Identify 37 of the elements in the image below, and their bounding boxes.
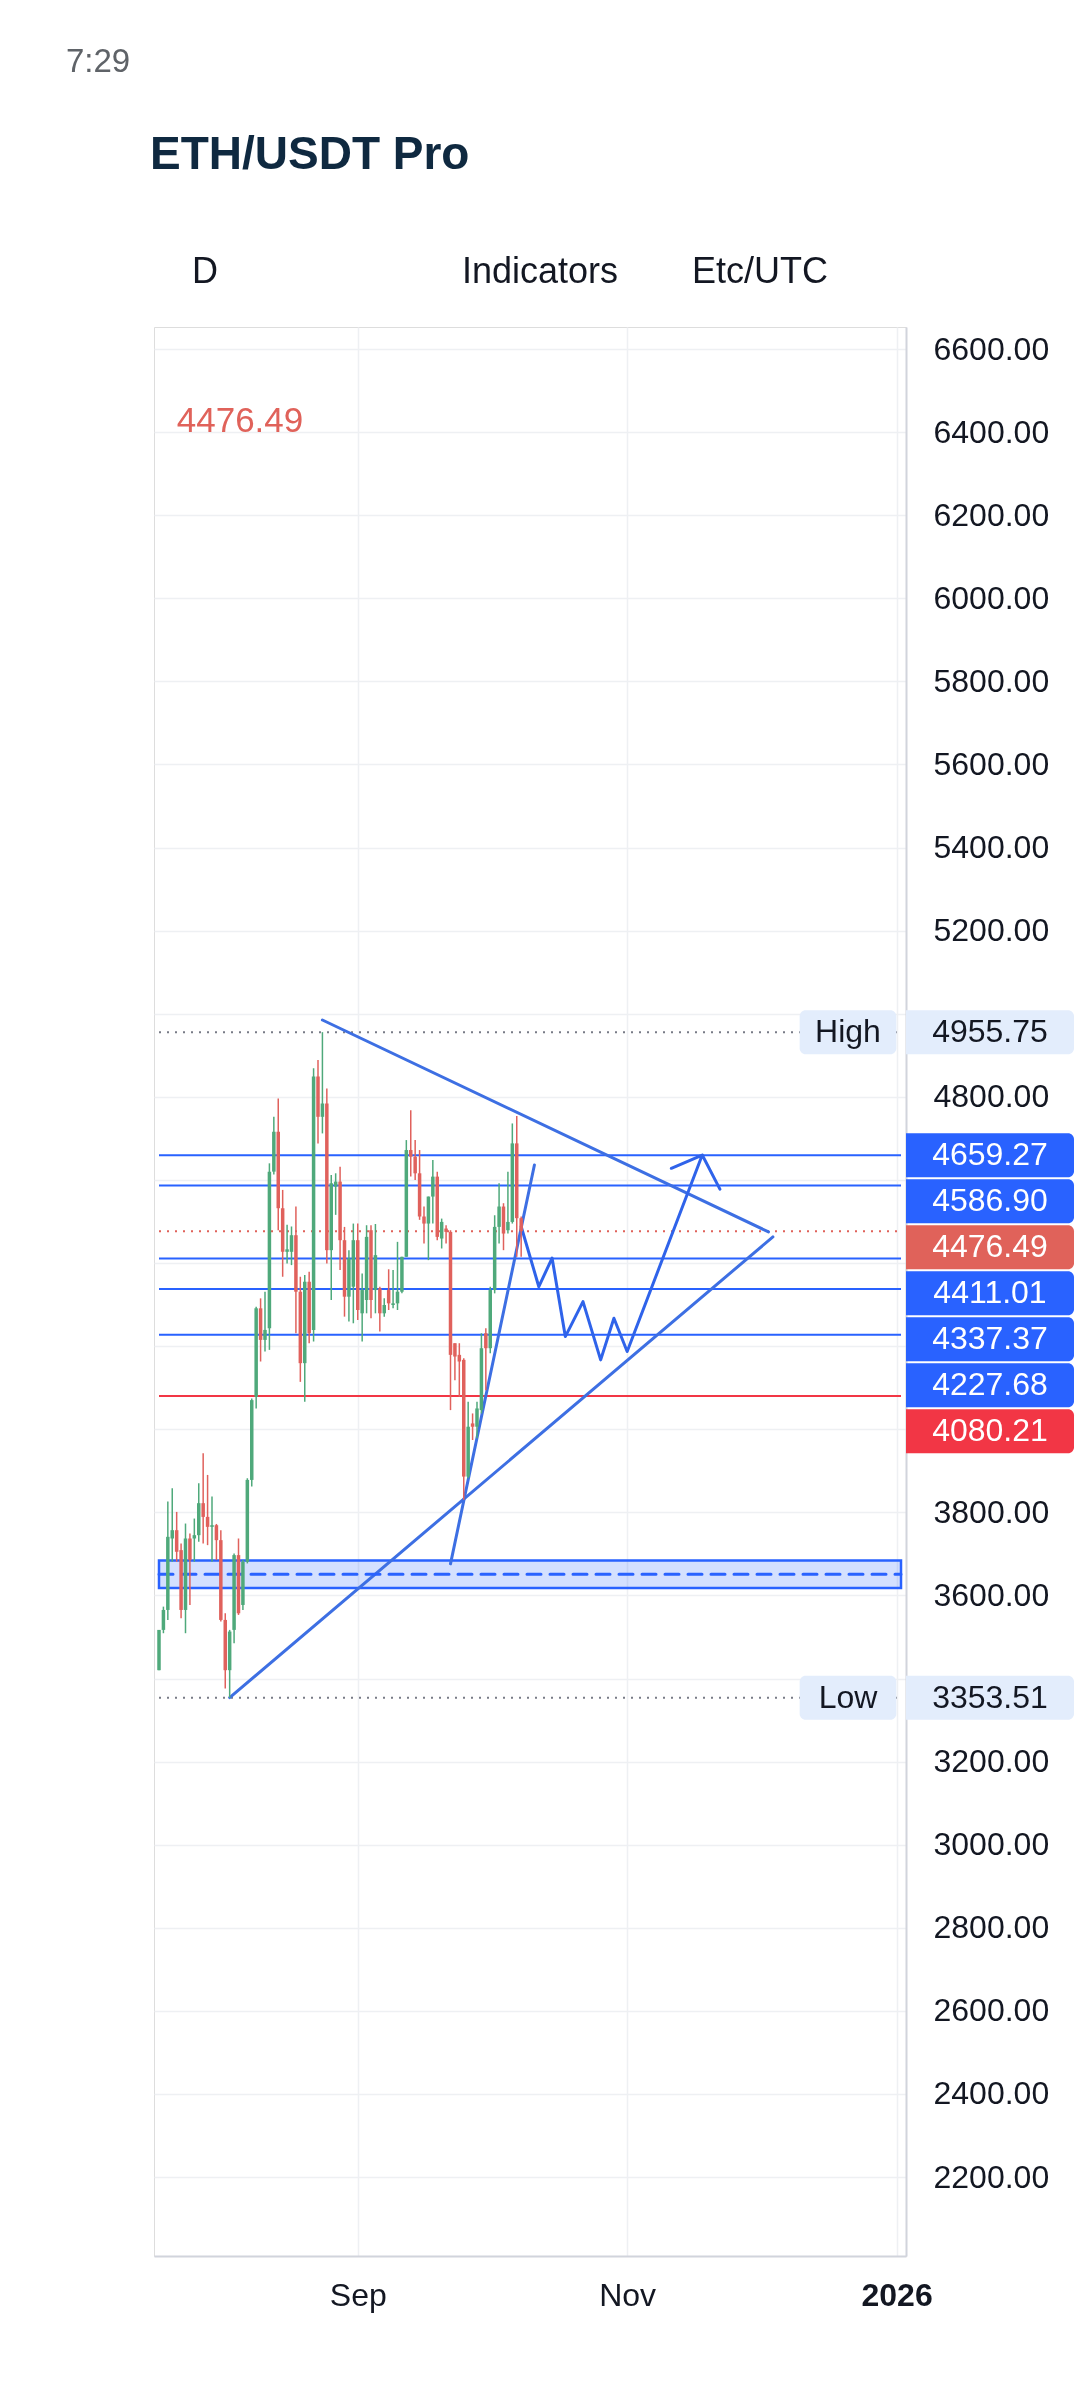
ref-line-label: 4955.75 <box>932 1013 1048 1050</box>
y-tick-label: 6600.00 <box>933 330 1050 367</box>
ref-line-label: 3353.51 <box>932 1678 1048 1715</box>
y-tick-label: 6000.00 <box>933 579 1050 616</box>
x-tick-label: 2026 <box>861 2276 933 2313</box>
text: Etc/UTC <box>692 250 829 291</box>
y-tick-label: 2800.00 <box>933 1909 1050 1946</box>
y-tick-label: 3800.00 <box>933 1493 1050 1530</box>
ref-line-label: 4659.27 <box>932 1136 1048 1173</box>
y-tick-label: 5200.00 <box>933 912 1050 949</box>
ref-line-label: 4476.49 <box>932 1228 1048 1265</box>
chart-title: ETH/USDT Pro <box>150 127 470 179</box>
y-tick-label: 2200.00 <box>933 2158 1050 2195</box>
y-tick-label: 4800.00 <box>933 1078 1050 1115</box>
y-tick-label: 3000.00 <box>933 1826 1050 1863</box>
text: 7:29 <box>66 42 131 79</box>
ref-line-label: 4080.21 <box>932 1412 1048 1449</box>
text: D <box>192 250 218 291</box>
x-tick-label: Sep <box>329 2276 387 2313</box>
annotation: 4476.49 <box>176 400 304 439</box>
annotation: High <box>815 1013 881 1050</box>
ref-line-label: 4227.68 <box>932 1366 1048 1403</box>
x-tick-label: Nov <box>599 2276 657 2313</box>
y-tick-label: 6200.00 <box>933 496 1050 533</box>
y-tick-label: 3200.00 <box>933 1743 1050 1780</box>
y-tick-label: 5400.00 <box>933 829 1050 866</box>
annotation: Low <box>818 1678 879 1715</box>
y-tick-label: 2600.00 <box>933 1992 1050 2029</box>
y-tick-label: 5800.00 <box>933 662 1050 699</box>
text: Indicators <box>462 250 619 291</box>
y-tick-label: 2400.00 <box>933 2075 1050 2112</box>
ref-line-label: 4411.01 <box>933 1274 1047 1311</box>
y-tick-label: 5600.00 <box>933 745 1050 782</box>
y-tick-label: 6400.00 <box>933 413 1050 450</box>
y-tick-label: 3600.00 <box>933 1576 1050 1613</box>
ref-line-label: 4586.90 <box>932 1182 1048 1219</box>
ref-line-label: 4337.37 <box>932 1320 1048 1357</box>
